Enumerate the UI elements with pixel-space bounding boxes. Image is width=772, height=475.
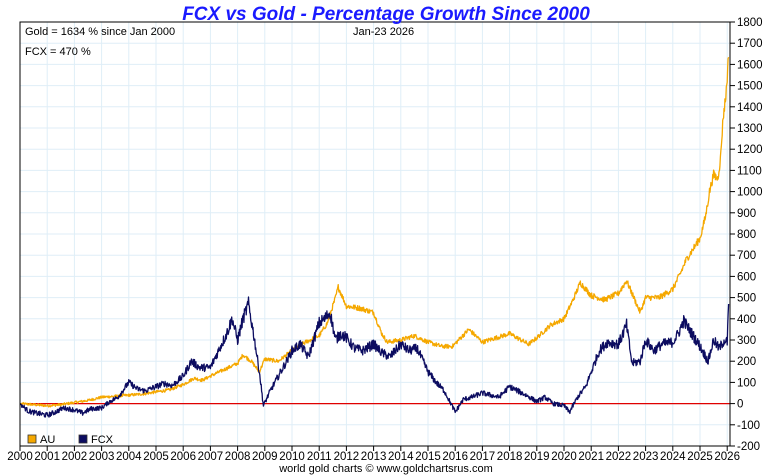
x-tick-label: 2025 bbox=[687, 451, 713, 463]
y-tick-label: 1100 bbox=[737, 165, 762, 177]
y-tick-label: 1700 bbox=[737, 38, 763, 50]
legend-label-fcx: FCX bbox=[91, 434, 114, 446]
fcx-summary: FCX = 470 % bbox=[25, 46, 91, 58]
legend-swatch-fcx bbox=[78, 434, 88, 444]
y-tick-label: 700 bbox=[737, 250, 756, 262]
x-tick-label: 2006 bbox=[170, 451, 196, 463]
y-tick-label: 400 bbox=[737, 314, 756, 326]
x-tick-label: 2003 bbox=[89, 451, 115, 463]
x-tick-label: 2023 bbox=[633, 451, 659, 463]
grid bbox=[19, 21, 730, 447]
x-tick-label: 2009 bbox=[252, 451, 278, 463]
chart-title: FCX vs Gold - Percentage Growth Since 20… bbox=[182, 4, 590, 25]
x-tick-label: 2018 bbox=[497, 451, 523, 463]
y-tick-label: 1000 bbox=[737, 187, 763, 199]
x-tick-label: 2010 bbox=[279, 451, 305, 463]
y-tick-label: 0 bbox=[737, 399, 743, 411]
x-tick-label: 2013 bbox=[361, 451, 387, 463]
x-tick-label: 2007 bbox=[198, 451, 224, 463]
y-tick-label: 1400 bbox=[737, 102, 763, 114]
y-tick-label: 500 bbox=[737, 293, 756, 305]
x-tick-label: 2004 bbox=[116, 451, 142, 463]
y-tick-label: 600 bbox=[737, 271, 756, 283]
x-tick-label: 2019 bbox=[524, 451, 550, 463]
y-tick-label: 1200 bbox=[737, 144, 763, 156]
x-tick-label: 2000 bbox=[7, 451, 33, 463]
x-tick-label: 2020 bbox=[551, 451, 577, 463]
gold-summary: Gold = 1634 % since Jan 2000 bbox=[25, 26, 175, 38]
y-tick-label: 300 bbox=[737, 335, 756, 347]
x-tick-label: 2012 bbox=[334, 451, 360, 463]
x-tick-label: 2026 bbox=[714, 451, 740, 463]
x-tick-label: 2024 bbox=[660, 451, 686, 463]
x-tick-label: 2016 bbox=[442, 451, 468, 463]
series-group bbox=[19, 56, 730, 418]
credit-text: world gold charts © www.goldchartsrus.co… bbox=[278, 463, 493, 475]
x-tick-label: 2022 bbox=[606, 451, 632, 463]
legend: AU FCX bbox=[27, 434, 114, 446]
y-tick-label: 1500 bbox=[737, 81, 763, 93]
y-axis: 1800170016001500140013001200110010009008… bbox=[730, 17, 763, 453]
y-tick-label: -200 bbox=[737, 441, 760, 453]
x-tick-label: 2014 bbox=[388, 451, 414, 463]
y-tick-label: 900 bbox=[737, 208, 756, 220]
chart-date: Jan-23 2026 bbox=[353, 26, 414, 38]
y-tick-label: 1300 bbox=[737, 123, 763, 135]
x-tick-label: 2008 bbox=[225, 451, 251, 463]
legend-swatch-au bbox=[27, 434, 37, 444]
y-tick-label: 100 bbox=[737, 377, 756, 389]
series-line-au bbox=[19, 56, 730, 408]
y-tick-label: 1800 bbox=[737, 17, 763, 29]
x-tick-label: 2002 bbox=[62, 451, 88, 463]
x-tick-label: 2005 bbox=[143, 451, 169, 463]
x-tick-label: 2017 bbox=[470, 451, 496, 463]
x-tick-label: 2011 bbox=[307, 451, 332, 463]
y-tick-label: 800 bbox=[737, 229, 756, 241]
legend-label-au: AU bbox=[40, 434, 55, 446]
x-tick-label: 2021 bbox=[578, 451, 604, 463]
y-tick-label: 1600 bbox=[737, 59, 763, 71]
x-axis: 2000 2001 2002 2003 2004 2005 2006 2007 2008 2009… bbox=[7, 446, 740, 463]
x-tick-label: 2015 bbox=[415, 451, 441, 463]
series-line-fcx bbox=[19, 296, 730, 418]
y-tick-label: 200 bbox=[737, 356, 756, 368]
y-tick-label: -100 bbox=[737, 420, 760, 432]
x-tick-label: 2001 bbox=[34, 451, 60, 463]
